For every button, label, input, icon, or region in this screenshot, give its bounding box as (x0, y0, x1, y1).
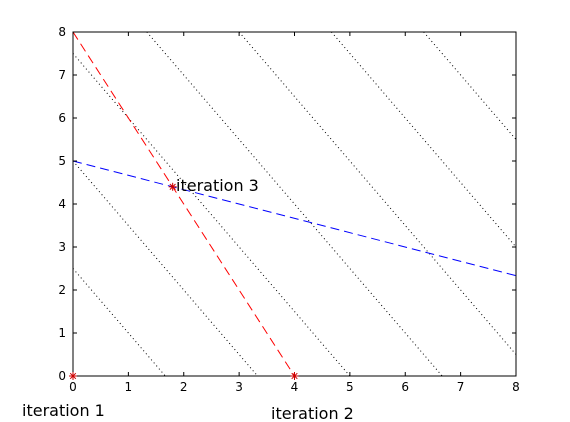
contour-line-2 (72, 160, 258, 377)
annotation-iteration-2: iteration 2 (271, 404, 354, 422)
y-tick-label-4: 4 (58, 197, 66, 211)
x-tick-label-7: 7 (457, 380, 465, 394)
series-line-2 (72, 160, 517, 277)
iteration-markers (69, 182, 299, 380)
contour-line-5 (238, 31, 517, 355)
annotation-iteration-1: iteration 1 (22, 401, 105, 420)
x-tick-label-4: 4 (291, 380, 299, 394)
contour-line-4 (146, 31, 443, 377)
x-tick-label-8: 8 (512, 380, 520, 394)
x-tick-label-5: 5 (346, 380, 354, 394)
contour-lines (72, 31, 517, 377)
series-lines (72, 31, 517, 377)
y-tick-label-6: 6 (58, 111, 66, 125)
series-line-1 (72, 31, 295, 377)
y-tick-label-1: 1 (58, 326, 66, 340)
y-tick-label-3: 3 (58, 240, 66, 254)
axes-frame (72, 31, 517, 377)
x-tick-label-1: 1 (125, 380, 133, 394)
axis-ticks: 0 1 2 3 4 5 6 7 8 0 1 2 3 4 5 6 7 8 (58, 25, 519, 394)
y-tick-label-7: 7 (58, 68, 66, 82)
contour-line-1 (72, 268, 166, 377)
contour-line-7 (423, 31, 517, 140)
y-tick-label-8: 8 (58, 25, 66, 39)
y-tick-label-2: 2 (58, 283, 66, 297)
contour-line-6 (331, 31, 517, 248)
marker-iteration-2 (290, 372, 299, 380)
x-tick-label-6: 6 (401, 380, 409, 394)
marker-iteration-1 (69, 372, 77, 380)
annotation-iteration-3: iteration 3 (176, 176, 259, 195)
marker-iteration-3 (168, 182, 177, 191)
y-tick-label-5: 5 (58, 154, 66, 168)
x-tick-label-0: 0 (69, 380, 77, 394)
y-tick-label-0: 0 (58, 369, 66, 383)
contour-line-3 (72, 53, 351, 377)
x-tick-label-2: 2 (180, 380, 188, 394)
x-tick-label-3: 3 (235, 380, 243, 394)
